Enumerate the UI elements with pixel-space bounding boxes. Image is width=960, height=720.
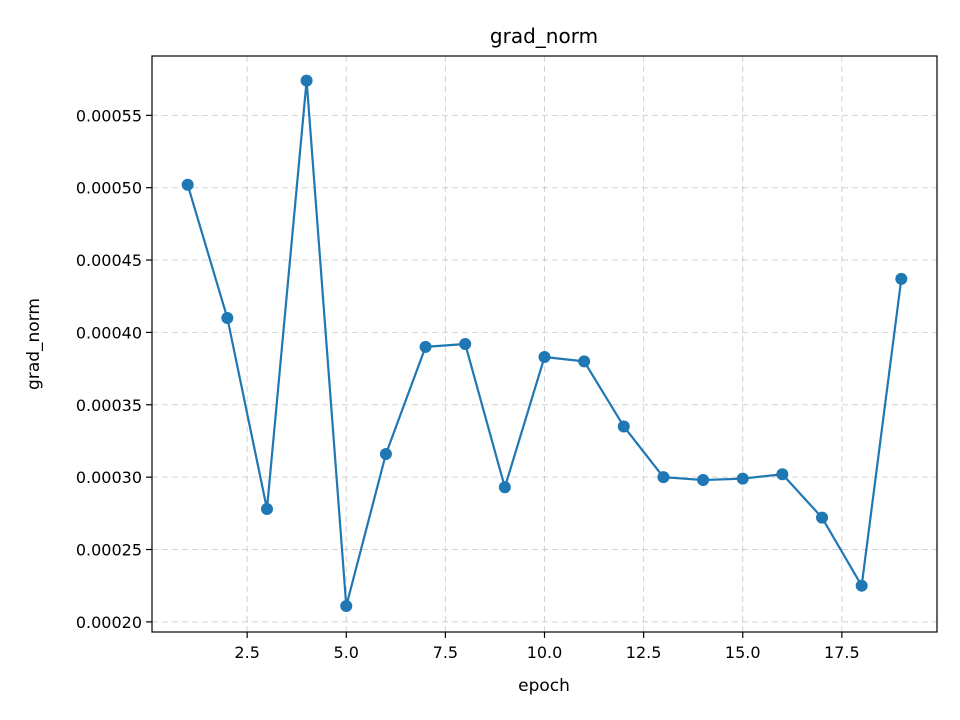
- data-point: [895, 272, 908, 285]
- data-point: [340, 599, 353, 612]
- y-tick-label: 0.00040: [76, 323, 142, 342]
- y-tick-label: 0.00055: [76, 106, 142, 125]
- y-tick-label: 0.00045: [76, 251, 142, 270]
- data-point: [855, 579, 868, 592]
- plot-frame: [151, 55, 938, 633]
- x-tick-label: 2.5: [234, 643, 259, 662]
- chart-title: grad_norm: [490, 24, 598, 48]
- x-axis-ticks: 2.5 5.0 7.5 10.0 12.5 15.0 17.5: [234, 632, 860, 662]
- y-axis-label: grad_norm: [24, 298, 44, 390]
- data-point: [617, 420, 630, 433]
- data-point: [260, 502, 273, 515]
- data-point: [419, 340, 432, 353]
- x-tick-label: 17.5: [824, 643, 860, 662]
- data-point: [816, 511, 829, 524]
- x-tick-label: 15.0: [725, 643, 761, 662]
- x-axis-label: epoch: [518, 676, 570, 696]
- data-point: [498, 481, 511, 494]
- y-tick-label: 0.00020: [76, 613, 142, 632]
- data-point: [697, 474, 710, 487]
- y-tick-label: 0.00035: [76, 396, 142, 415]
- data-point: [181, 178, 194, 191]
- x-tick-label: 5.0: [334, 643, 359, 662]
- data-point: [300, 74, 313, 87]
- x-tick-label: 12.5: [626, 643, 662, 662]
- y-tick-label: 0.00025: [76, 541, 142, 560]
- data-point: [459, 338, 472, 350]
- y-tick-label: 0.00030: [76, 468, 142, 487]
- data-points-layer: [181, 74, 908, 612]
- y-axis-ticks: 0.00020 0.00025 0.00030 0.00035 0.00040 0.000…: [76, 106, 152, 632]
- data-point: [379, 447, 392, 460]
- x-tick-label: 10.0: [527, 643, 563, 662]
- data-point: [578, 355, 591, 368]
- data-point: [736, 472, 749, 485]
- data-point: [221, 311, 234, 324]
- data-point: [776, 468, 789, 481]
- x-tick-label: 7.5: [433, 643, 458, 662]
- y-tick-label: 0.00050: [76, 179, 142, 198]
- grid-lines: [152, 56, 937, 632]
- data-point: [538, 351, 551, 364]
- data-point: [657, 471, 670, 484]
